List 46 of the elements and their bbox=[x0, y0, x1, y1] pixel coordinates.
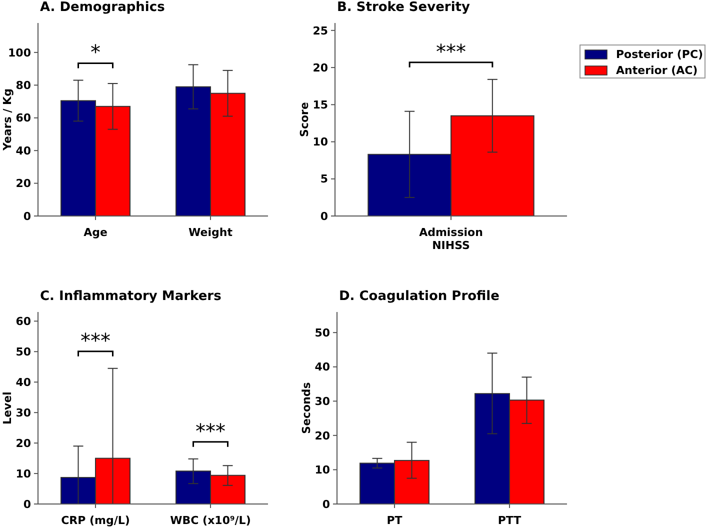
y-axis-title: Seconds bbox=[300, 382, 313, 434]
y-tick-label: 40 bbox=[314, 360, 330, 374]
chart-title: D. Coagulation Profile bbox=[339, 289, 500, 304]
chart-title: A. Demographics bbox=[40, 0, 166, 15]
y-tick-label: 0 bbox=[322, 498, 330, 511]
x-tick-label: PT bbox=[386, 514, 403, 527]
y-tick-label: 0 bbox=[23, 498, 32, 511]
y-tick-label: 60 bbox=[16, 112, 32, 125]
y-tick-label: 10 bbox=[314, 464, 330, 477]
annotation: *** bbox=[436, 39, 466, 64]
y-tick-label: 25 bbox=[312, 24, 328, 38]
y-tick-label: 40 bbox=[16, 144, 32, 158]
y-tick-label: 100 bbox=[8, 46, 32, 60]
x-tick-label: Age bbox=[84, 226, 108, 239]
x-tick-label: Weight bbox=[188, 226, 232, 239]
y-tick-label: 10 bbox=[16, 467, 32, 480]
legend-label: Anterior (AC) bbox=[616, 64, 698, 77]
y-tick-label: 20 bbox=[314, 429, 330, 442]
legend-label: Posterior (PC) bbox=[616, 48, 704, 61]
y-tick-label: 30 bbox=[16, 406, 32, 420]
y-tick-label: 80 bbox=[16, 79, 32, 92]
annotation: * bbox=[90, 40, 100, 64]
y-tick-label: 20 bbox=[16, 177, 32, 190]
chart-title: C. Inflammatory Markers bbox=[40, 289, 222, 304]
y-tick-label: 60 bbox=[16, 314, 32, 328]
y-axis-title: Score bbox=[298, 102, 311, 137]
y-tick-label: 40 bbox=[16, 376, 32, 389]
y-tick-label: 0 bbox=[320, 210, 328, 223]
y-tick-label: 15 bbox=[312, 98, 328, 112]
y-tick-label: 0 bbox=[23, 210, 32, 223]
y-axis-title: Level bbox=[1, 392, 14, 424]
y-tick-label: 20 bbox=[16, 436, 32, 450]
y-axis-title: Years / Kg bbox=[1, 88, 14, 152]
y-tick-label: 20 bbox=[312, 61, 328, 74]
y-tick-label: 10 bbox=[312, 136, 328, 149]
y-tick-label: 50 bbox=[16, 345, 32, 358]
y-tick-label: 50 bbox=[314, 326, 330, 340]
x-tick-label: WBC (x10⁹/L) bbox=[170, 514, 251, 527]
x-tick-label: PTT bbox=[498, 514, 522, 527]
x-tick-label: Admission NIHSS bbox=[419, 226, 483, 252]
x-tick-label: CRP (mg/L) bbox=[61, 514, 130, 527]
y-tick-label: 30 bbox=[314, 394, 330, 408]
annotation: *** bbox=[196, 418, 226, 443]
chart-title: B. Stroke Severity bbox=[337, 0, 470, 15]
y-tick-label: 5 bbox=[320, 172, 328, 186]
annotation: *** bbox=[80, 328, 110, 352]
